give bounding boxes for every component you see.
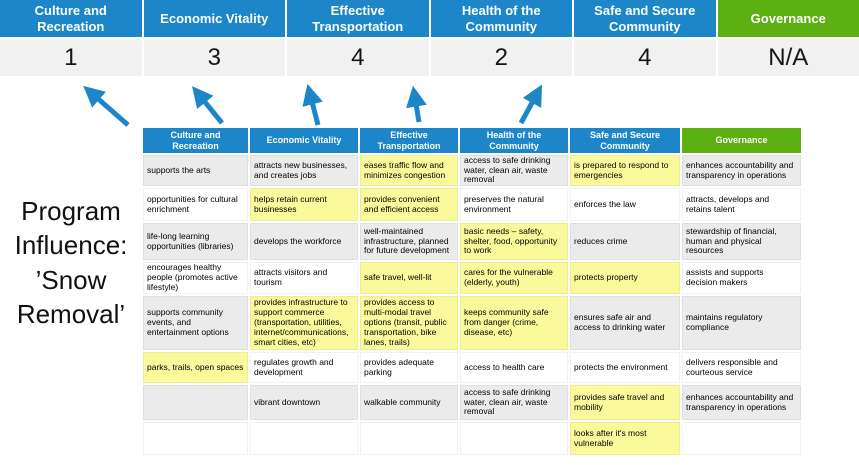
pillar-header-label: Safe and Secure Community: [594, 2, 696, 34]
matrix-cell-r8-c1: [143, 422, 248, 455]
score-value: 2: [494, 43, 508, 71]
matrix-cell-r6-c4: access to health care: [460, 352, 568, 383]
matrix-cell-r6-c5: protects the environment: [570, 352, 680, 383]
pillar-header-health-of-the-community: Health of the Community: [430, 0, 572, 37]
matrix-cell-r3-c4: basic needs – safety, shelter, food, opp…: [460, 223, 568, 260]
matrix-cell-r1-c1: supports the arts: [143, 155, 248, 186]
matrix-cell-r5-c5: ensures safe air and access to drinking …: [570, 296, 680, 350]
influence-matrix: Culture and Recreation Economic Vitality E…: [143, 128, 801, 455]
matrix-cell-r1-c4: access to safe drinking water, clean air…: [460, 155, 568, 186]
pillar-header-effective-transportation: Effective Transportation: [287, 0, 429, 37]
matrix-cell-r3-c3: well-maintained infrastructure, planned …: [360, 223, 458, 260]
matrix-cell-r4-c3: safe travel, well-lit: [360, 262, 458, 294]
matrix-cell-r5-c2: provides infrastructure to support comme…: [250, 296, 358, 350]
matrix-header-col2: Economic Vitality: [250, 128, 358, 153]
matrix-cell-r8-c6: [682, 422, 801, 455]
pillar-score-governance: N/A: [717, 39, 859, 76]
matrix-cell-r7-c4: access to safe drinking water, clean air…: [460, 385, 568, 420]
matrix-header-col5: Safe and Secure Community: [570, 128, 680, 153]
matrix-cell-r5-c6: maintains regulatory compliance: [682, 296, 801, 350]
matrix-cell-r2-c5: enforces the law: [570, 188, 680, 221]
influence-arrow: [518, 84, 543, 125]
matrix-cell-r6-c3: provides adequate parking: [360, 352, 458, 383]
pillar-score-economic-vitality: 3: [143, 39, 285, 76]
pillar-score-health-of-the-community: 2: [430, 39, 572, 76]
matrix-cell-r2-c1: opportunities for cultural enrichment: [143, 188, 248, 221]
matrix-cell-r4-c4: cares for the vulnerable (elderly, youth…: [460, 262, 568, 294]
matrix-header-col3: Effective Transportation: [360, 128, 458, 153]
matrix-cell-r4-c1: encourages healthy people (promotes acti…: [143, 262, 248, 294]
matrix-cell-r3-c6: stewardship of financial, human and phys…: [682, 223, 801, 260]
pillar-header-governance: Governance: [717, 0, 859, 37]
matrix-cell-r5-c3: provides access to multi-modal travel op…: [360, 296, 458, 350]
pillar-header-culture-and-recreation: Culture and Recreation: [0, 0, 142, 37]
matrix-cell-r4-c2: attracts visitors and tourism: [250, 262, 358, 294]
matrix-header-col4: Health of the Community: [460, 128, 568, 153]
influence-arrow: [192, 86, 224, 125]
matrix-cell-r7-c3: walkable community: [360, 385, 458, 420]
program-label-line: Influence:: [14, 230, 128, 261]
pillar-header-label: Governance: [750, 10, 826, 26]
score-value: N/A: [768, 43, 809, 71]
matrix-cell-r1-c3: eases traffic flow and minimizes congest…: [360, 155, 458, 186]
matrix-cell-r7-c1: [143, 385, 248, 420]
matrix-cell-r3-c1: life-long learning opportunities (librar…: [143, 223, 248, 260]
pillar-header-label: Effective Transportation: [312, 2, 404, 34]
matrix-cell-r2-c6: attracts, develops and retains talent: [682, 188, 801, 221]
matrix-cell-r1-c5: is prepared to respond to emergencies: [570, 155, 680, 186]
matrix-cell-r5-c1: supports community events, and entertain…: [143, 296, 248, 350]
matrix-cell-r3-c5: reduces crime: [570, 223, 680, 260]
score-value: 1: [64, 43, 78, 71]
matrix-cell-r6-c6: delivers responsible and courteous servi…: [682, 352, 801, 383]
matrix-cell-r2-c2: helps retain current businesses: [250, 188, 358, 221]
matrix-cell-r4-c5: protects property: [570, 262, 680, 294]
score-value: 3: [207, 43, 221, 71]
matrix-cell-r8-c4: [460, 422, 568, 455]
matrix-cell-r7-c5: provides safe travel and mobility: [570, 385, 680, 420]
matrix-cell-r4-c6: assists and supports decision makers: [682, 262, 801, 294]
pillar-score-effective-transportation: 4: [287, 39, 429, 76]
matrix-cell-r7-c6: enhances accountability and transparency…: [682, 385, 801, 420]
matrix-header-col6: Governance: [682, 128, 801, 153]
influence-arrow: [83, 85, 130, 127]
pillar-header-safe-and-secure-community: Safe and Secure Community: [574, 0, 716, 37]
influence-arrow: [406, 85, 427, 123]
influence-arrow: [302, 83, 323, 126]
program-label-line: ’Snow: [35, 264, 107, 295]
matrix-cell-r1-c2: attracts new businesses, and creates job…: [250, 155, 358, 186]
pillar-header-economic-vitality: Economic Vitality: [143, 0, 285, 37]
program-label-line: Program: [21, 196, 121, 226]
matrix-cell-r3-c2: develops the workforce: [250, 223, 358, 260]
matrix-cell-r8-c2: [250, 422, 358, 455]
program-label-line: Removal’: [16, 298, 126, 329]
pillar-header-label: Culture and Recreation: [34, 2, 107, 34]
pillar-score-culture-and-recreation: 1: [0, 39, 142, 76]
pillar-summary-band: Culture and Recreation Economic Vitality…: [0, 0, 859, 76]
matrix-cell-r2-c4: preserves the natural environment: [460, 188, 568, 221]
matrix-header-col1: Culture and Recreation: [143, 128, 248, 153]
matrix-cell-r7-c2: vibrant downtown: [250, 385, 358, 420]
matrix-cell-r1-c6: enhances accountability and transparency…: [682, 155, 801, 186]
pillar-header-label: Health of the Community: [461, 2, 541, 34]
matrix-cell-r6-c1: parks, trails, open spaces: [143, 352, 248, 383]
matrix-cell-r6-c2: regulates growth and development: [250, 352, 358, 383]
matrix-cell-r8-c5: looks after it's most vulnerable: [570, 422, 680, 455]
pillar-header-label: Economic Vitality: [160, 10, 269, 26]
pillar-score-safe-and-secure-community: 4: [574, 39, 716, 76]
score-value: 4: [638, 43, 652, 71]
program-influence-label: Program Influence: ’Snow Removal’: [0, 194, 142, 331]
matrix-cell-r8-c3: [360, 422, 458, 455]
matrix-cell-r2-c3: provides convenient and efficient access: [360, 188, 458, 221]
matrix-cell-r5-c4: keeps community safe from danger (crime,…: [460, 296, 568, 350]
score-value: 4: [351, 43, 365, 71]
